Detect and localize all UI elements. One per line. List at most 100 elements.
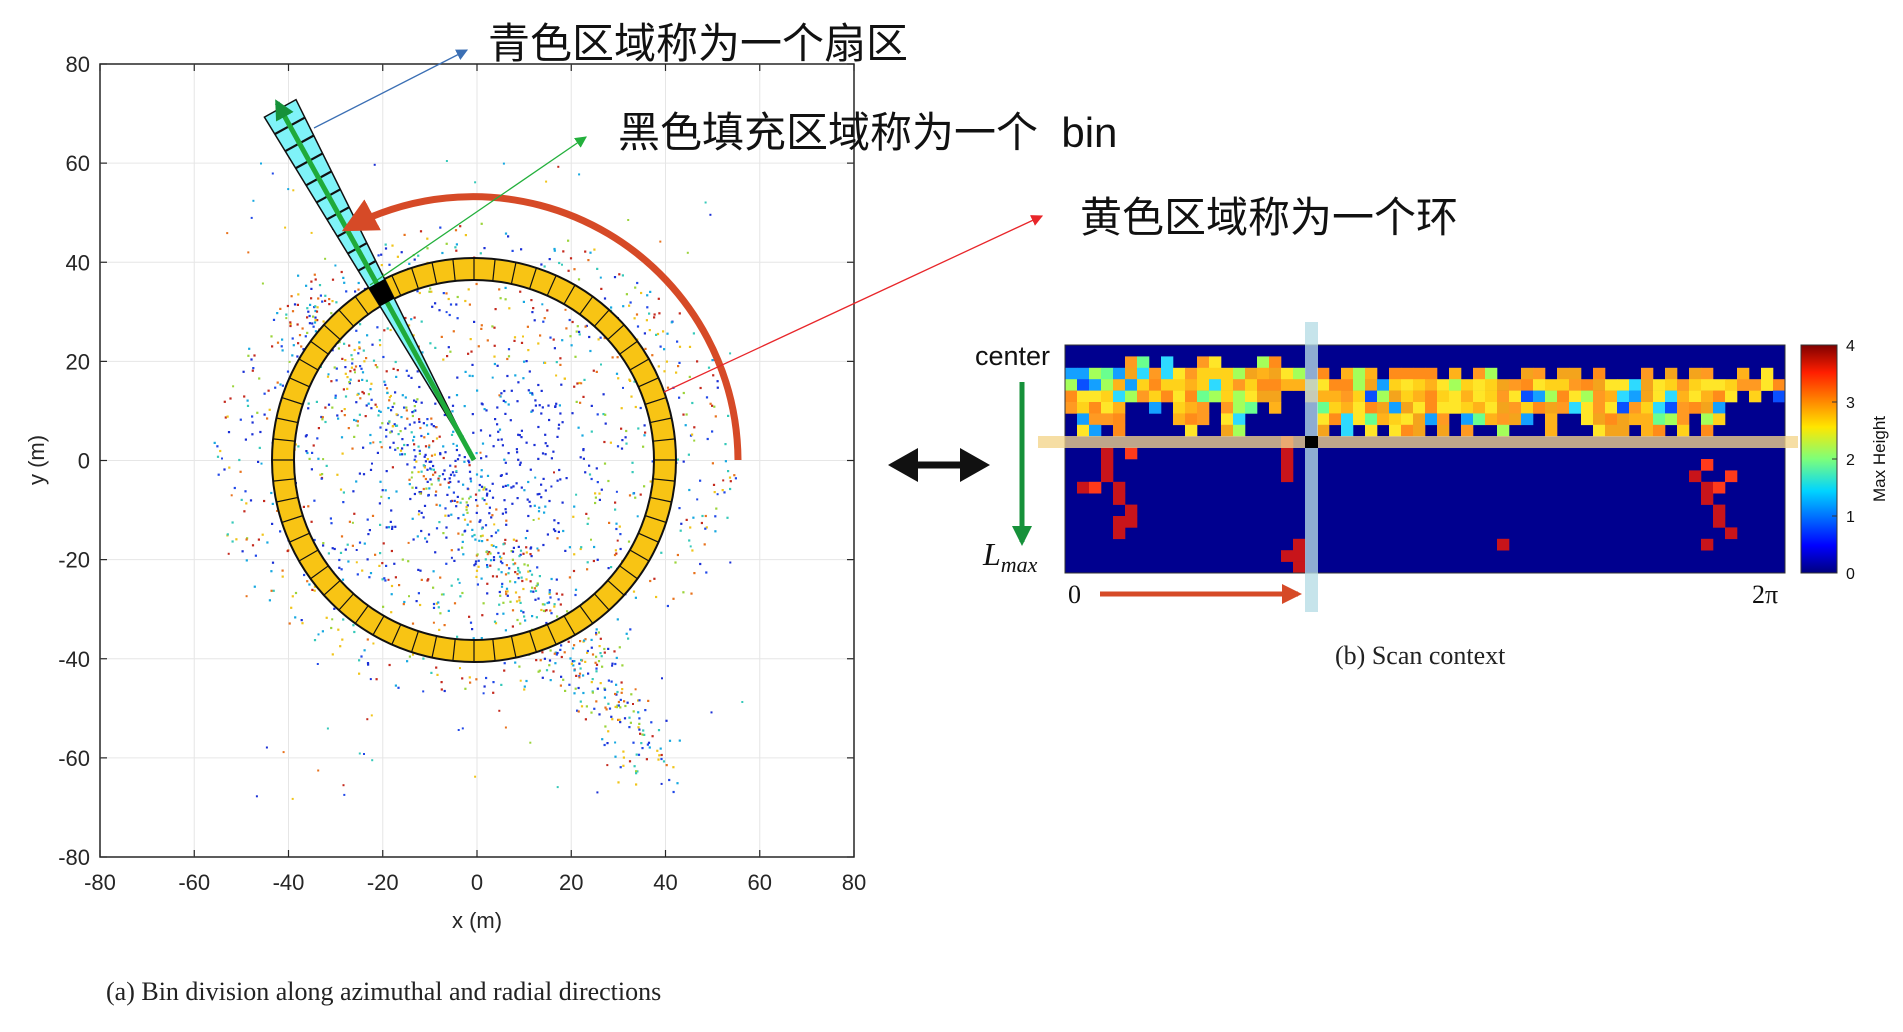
cloud-point (528, 370, 531, 373)
cloud-point (426, 247, 429, 250)
heatmap-cell (1293, 550, 1306, 562)
cloud-point (724, 443, 727, 446)
cloud-point (534, 598, 537, 601)
cloud-point (308, 583, 311, 586)
cloud-point (499, 395, 502, 398)
cloud-point (689, 545, 692, 548)
cloud-point (321, 473, 324, 476)
cloud-point (314, 309, 317, 313)
cloud-point (537, 342, 540, 345)
heatmap-cell (1293, 538, 1306, 551)
cloud-point (699, 386, 702, 390)
cloud-point (403, 233, 406, 236)
cloud-point (390, 584, 394, 588)
cloud-point (324, 420, 327, 424)
cloud-point (577, 710, 580, 713)
cloud-point (502, 485, 505, 488)
cloud-point (306, 331, 309, 334)
heatmap-cell (1665, 390, 1678, 403)
cloud-point (615, 527, 618, 531)
heatmap-cell (1581, 379, 1594, 391)
heatmap-cell (1641, 379, 1654, 391)
heatmap-cell (1593, 390, 1606, 403)
cloud-point (360, 367, 363, 370)
cloud-point (459, 667, 461, 670)
cloud-point (488, 551, 491, 554)
cloud-point (290, 606, 293, 609)
cloud-point (500, 557, 503, 560)
cloud-point (502, 601, 505, 604)
heatmap-cell (1077, 424, 1090, 437)
cloud-point (456, 495, 459, 498)
cloud-point (395, 413, 398, 416)
cloud-point (514, 591, 518, 594)
cloud-point (611, 718, 614, 721)
heatmap-cell (1593, 379, 1606, 391)
ring-division (452, 259, 456, 282)
cloud-point (507, 572, 510, 575)
cloud-point (481, 534, 484, 537)
cloud-point (666, 386, 670, 389)
heatmap-cell (1137, 379, 1150, 391)
heatmap-cell (1221, 390, 1234, 403)
cloud-point (447, 481, 450, 484)
cloud-point (367, 402, 370, 405)
cloud-point (344, 548, 347, 551)
cloud-point (556, 615, 559, 618)
cloud-point (549, 609, 552, 612)
cloud-point (545, 609, 548, 612)
heatmap-cell (1569, 390, 1582, 403)
cloud-point (279, 383, 282, 386)
cloud-point (297, 342, 300, 345)
cloud-point (521, 579, 524, 583)
cloud-point (625, 429, 628, 433)
cloud-point (643, 485, 646, 488)
cloud-point (531, 392, 534, 395)
ring-division (492, 638, 496, 661)
cloud-point (505, 587, 509, 590)
heatmap-cell (1521, 379, 1534, 391)
cloud-point (341, 638, 344, 641)
cloud-point (399, 453, 402, 456)
heatmap-cell (1317, 379, 1330, 391)
cloud-point (350, 354, 353, 357)
cloud-point (421, 351, 424, 354)
cloud-point (244, 438, 247, 441)
cloud-point (426, 418, 429, 421)
cloud-point (407, 541, 410, 544)
cloud-point (517, 566, 520, 570)
ring-division (510, 262, 517, 285)
cloud-point (479, 429, 483, 432)
cloud-point (366, 558, 369, 561)
heatmap-cell (1077, 402, 1090, 414)
cloud-point (373, 163, 376, 166)
cloud-point (566, 610, 569, 613)
heatmap-cell (1221, 424, 1234, 437)
cloud-point (546, 309, 549, 312)
cloud-point (643, 434, 646, 437)
cloud-point (353, 348, 356, 352)
cloud-point (734, 477, 737, 480)
cloud-point (517, 545, 520, 548)
x-tick-label: 80 (842, 870, 866, 895)
cloud-point (488, 506, 491, 509)
heatmap-cell (1713, 402, 1726, 414)
heatmap-cell (1149, 379, 1162, 391)
heatmap-cell (1185, 424, 1198, 437)
heatmap-cell (1701, 459, 1714, 471)
cloud-point (296, 355, 299, 358)
cloud-point (520, 436, 523, 439)
cloud-point (518, 571, 521, 574)
ring-division (411, 631, 419, 653)
cloud-point (330, 626, 333, 630)
cloud-point (616, 704, 619, 707)
cloud-point (291, 310, 295, 313)
cloud-point (411, 653, 415, 656)
heatmap-cell (1125, 447, 1138, 460)
cloud-point (477, 559, 480, 562)
ring-division (276, 417, 299, 424)
scan-context-heatmap (1065, 345, 1786, 574)
cloud-point (548, 589, 551, 592)
cloud-point (507, 484, 510, 487)
